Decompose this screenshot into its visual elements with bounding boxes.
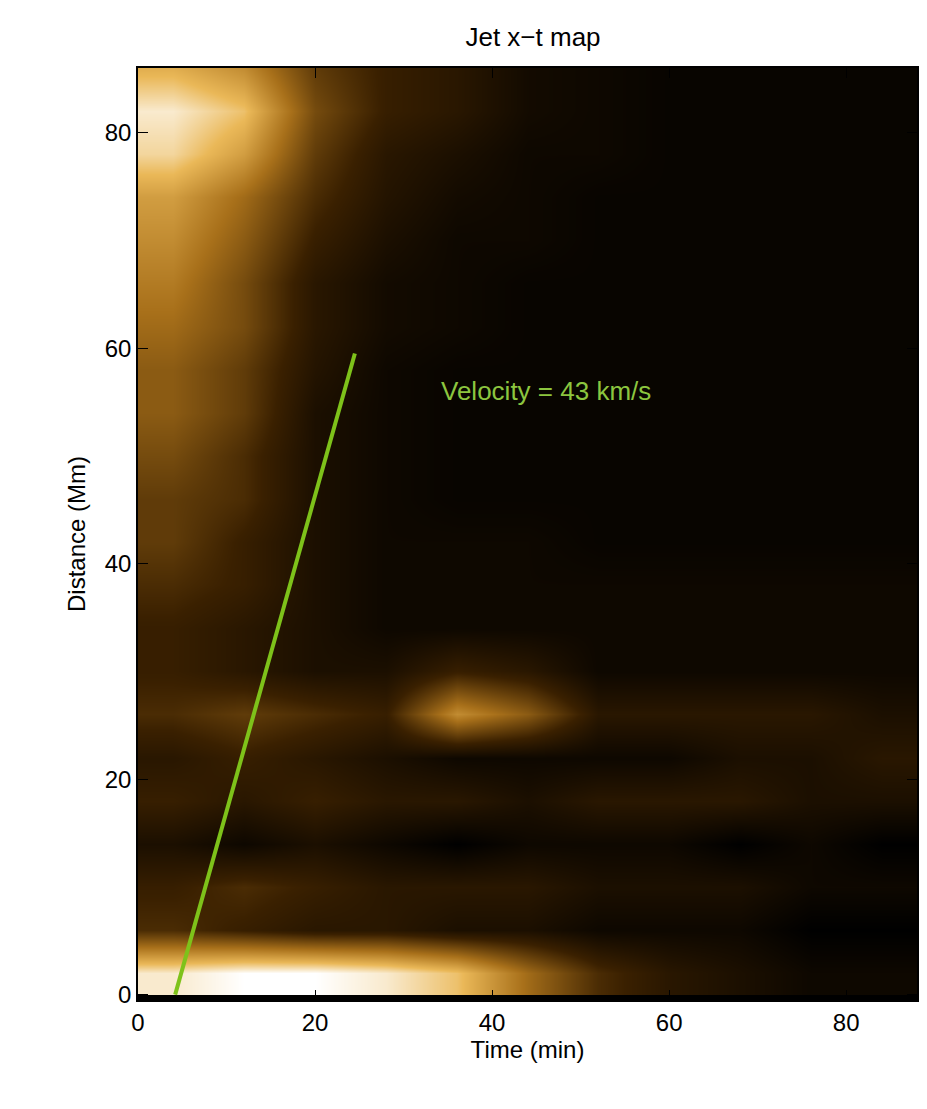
svg-text:60: 60 <box>656 1009 683 1036</box>
svg-text:0: 0 <box>131 1009 144 1036</box>
svg-text:Time (min): Time (min) <box>471 1036 585 1063</box>
svg-text:80: 80 <box>105 119 132 146</box>
svg-text:40: 40 <box>479 1009 506 1036</box>
svg-text:60: 60 <box>105 335 132 362</box>
svg-text:Jet x−t map: Jet x−t map <box>465 22 600 52</box>
svg-text:40: 40 <box>105 550 132 577</box>
svg-text:20: 20 <box>302 1009 329 1036</box>
svg-text:0: 0 <box>118 981 131 1008</box>
svg-text:20: 20 <box>105 766 132 793</box>
svg-text:80: 80 <box>833 1009 860 1036</box>
svg-text:Velocity = 43 km/s: Velocity = 43 km/s <box>441 376 651 406</box>
svg-text:Distance (Mm): Distance (Mm) <box>63 456 90 612</box>
